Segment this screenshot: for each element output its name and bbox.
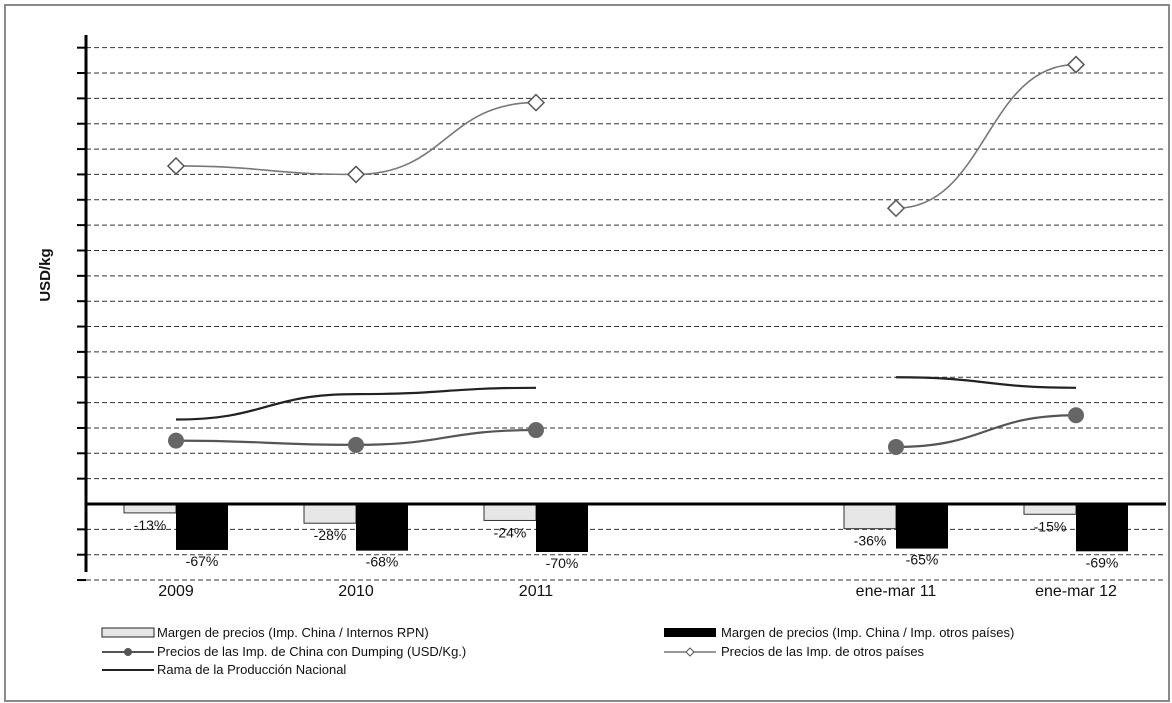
data-point-diamond (166, 156, 186, 176)
bar-data-label: -24% (494, 524, 527, 540)
legend: Margen de precios (Imp. China / Internos… (101, 625, 1014, 677)
x-tick-label: ene-mar 12 (1035, 583, 1117, 600)
bar (483, 503, 537, 521)
legend-label-margin-others: Margen de precios (Imp. China / Imp. otr… (721, 625, 1014, 640)
series-line (895, 63, 1077, 210)
data-point-diamond (526, 93, 546, 112)
bar (1023, 503, 1077, 515)
data-point-diamond (886, 199, 906, 218)
bar (1076, 504, 1128, 552)
bar-data-label: -36% (854, 533, 887, 549)
bar-data-label: -15% (1034, 518, 1067, 534)
data-point-circle (528, 422, 544, 439)
bar (176, 504, 228, 550)
bar-data-label: -13% (134, 517, 167, 533)
lines (166, 55, 1086, 455)
series-line (895, 414, 1077, 449)
legend-marker-others (685, 647, 695, 657)
bars (123, 503, 1128, 552)
bar-data-label: -67% (186, 553, 219, 569)
bar-data-label: -70% (546, 555, 579, 571)
x-tick-label: 2009 (158, 583, 194, 600)
labels: -13% -28% -24% -36% -15% -67% -68% -70% -65% -69%… (134, 517, 1119, 600)
legend-label-others: Precios de las Imp. de otros países (721, 644, 925, 659)
data-point-diamond (1066, 55, 1086, 74)
bar-data-label: -68% (366, 554, 399, 570)
bar-data-label: -28% (314, 527, 347, 543)
legend-swatch-margin-internal (101, 627, 155, 638)
data-point-circle (348, 436, 364, 453)
series-line (175, 386, 537, 421)
legend-label-rpn: Rama de la Producción Nacional (157, 662, 346, 677)
data-point-circle (888, 438, 904, 455)
legend-label-china: Precios de las Imp. de China con Dumping… (157, 644, 466, 659)
y-axis-label: USD/kg (37, 248, 54, 301)
bar (896, 504, 948, 549)
bar (356, 504, 408, 551)
legend-label-margin-internal: Margen de precios (Imp. China / Internos… (157, 625, 429, 640)
data-point-diamond (346, 165, 366, 184)
data-point-circle (168, 432, 184, 449)
series-line (895, 376, 1077, 389)
axes (77, 35, 1166, 582)
series-line (175, 101, 537, 176)
data-point-circle (1068, 407, 1084, 424)
bar (843, 503, 897, 530)
legend-swatch-margin-others (664, 628, 716, 637)
bar-data-label: -69% (1086, 554, 1119, 570)
bar (303, 503, 357, 524)
x-tick-label: ene-mar 11 (856, 583, 937, 600)
bar-data-label: -65% (906, 552, 939, 568)
x-tick-label: 2011 (519, 583, 554, 600)
bar (536, 504, 588, 552)
x-tick-label: 2010 (338, 583, 374, 600)
chart-frame (4, 4, 1170, 702)
grid-lines (86, 47, 1166, 581)
legend-marker-china (124, 648, 132, 656)
